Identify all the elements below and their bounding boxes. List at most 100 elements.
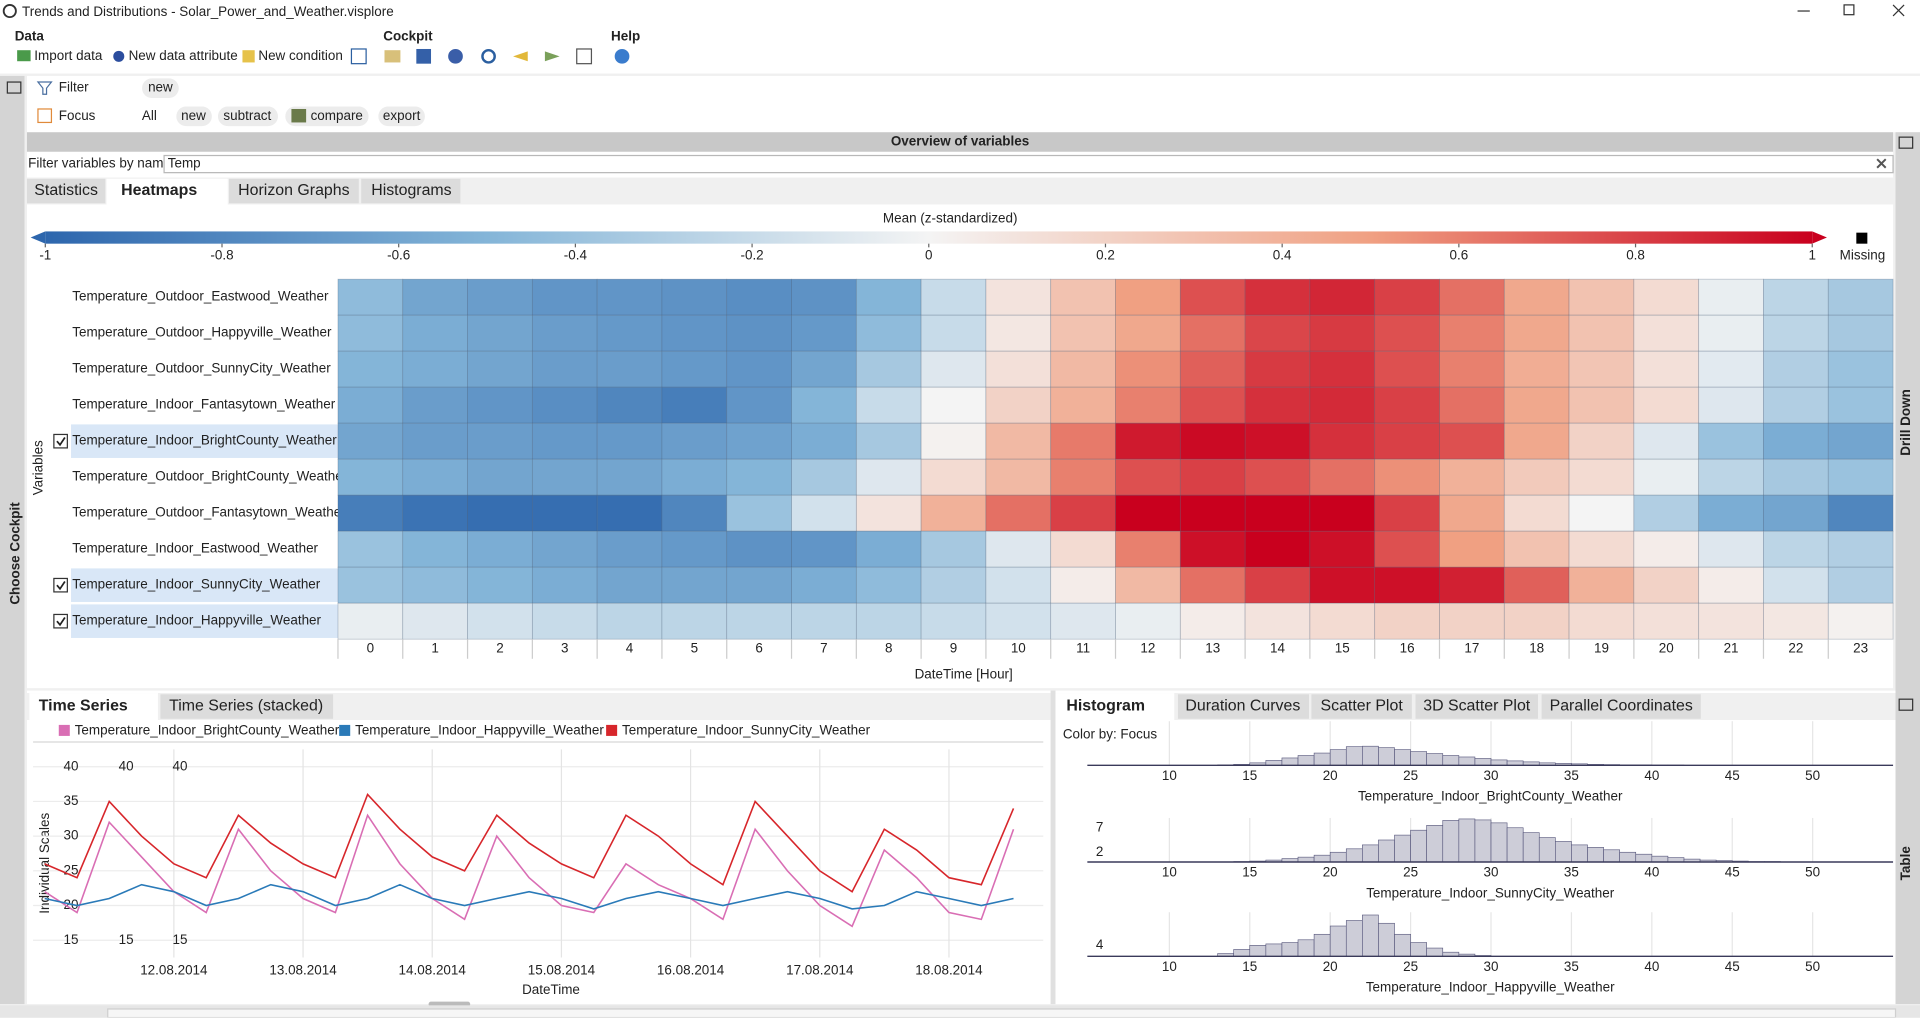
button[interactable] <box>142 78 179 98</box>
toolbar-button[interactable]: New condition <box>258 48 343 63</box>
heatmap-cell <box>337 314 404 352</box>
heatmap-cell <box>1374 314 1440 352</box>
tab-label[interactable]: Heatmaps <box>121 182 197 199</box>
restore[interactable] <box>1843 4 1855 16</box>
scrollbar[interactable] <box>107 1008 1897 1018</box>
icon[interactable] <box>384 50 401 63</box>
checkbox[interactable] <box>53 433 68 449</box>
side-panel-label[interactable]: Choose Cockpit <box>7 502 22 605</box>
heatmap-cell <box>920 566 987 604</box>
tab[interactable] <box>1415 694 1538 719</box>
heatmap-cell <box>661 422 728 460</box>
filter-value[interactable]: Temp <box>168 156 201 171</box>
histogram-bar <box>1313 752 1331 766</box>
y-tick-label: 15 <box>64 932 79 947</box>
toolbar-button[interactable]: New data attribute <box>129 48 238 63</box>
heatmap-cell <box>402 566 468 604</box>
x-tick-label: 16.08.2014 <box>657 963 725 978</box>
button-label[interactable]: All <box>142 108 157 123</box>
clear-button[interactable] <box>1876 158 1887 169</box>
tab-active[interactable] <box>106 178 228 205</box>
icon[interactable] <box>481 48 496 64</box>
heatmap-cell <box>1439 458 1505 496</box>
tab-label[interactable]: Histograms <box>371 182 451 199</box>
tab[interactable] <box>1177 694 1309 719</box>
icon[interactable] <box>513 51 528 62</box>
missing-label: Missing <box>1840 247 1886 262</box>
filter-input[interactable] <box>163 154 1894 174</box>
series-line <box>44 792 1015 893</box>
heatmap-cell <box>1050 494 1116 532</box>
heatmap-cell <box>1050 566 1116 604</box>
tab-label[interactable]: Time Series (stacked) <box>169 698 323 715</box>
button-label[interactable]: new <box>181 108 206 123</box>
close[interactable] <box>1892 4 1905 17</box>
checkbox[interactable] <box>53 577 68 593</box>
row-label: Temperature_Indoor_Happyville_Weather <box>72 613 321 628</box>
toolbar-button[interactable]: Import data <box>34 48 103 63</box>
checkbox[interactable] <box>53 613 68 629</box>
x-tick-label: 30 <box>1484 768 1499 783</box>
x-tick-label: 50 <box>1805 768 1820 783</box>
heatmap-cell <box>1698 350 1764 388</box>
side-panel-label[interactable]: Table <box>1898 846 1913 881</box>
side-panel[interactable] <box>1895 132 1920 1005</box>
panel-icon[interactable] <box>1898 136 1914 149</box>
checkmark <box>56 617 66 627</box>
row-label: Temperature_Outdoor_Eastwood_Weather <box>72 289 329 304</box>
side-panel[interactable] <box>0 75 25 1005</box>
tab[interactable] <box>160 694 334 719</box>
heatmap-cell <box>1115 566 1181 604</box>
icon[interactable] <box>614 48 630 64</box>
panel-icon[interactable] <box>6 81 22 94</box>
panel-icon[interactable] <box>1898 698 1914 711</box>
tab-label[interactable]: Time Series <box>39 698 128 715</box>
tab-label[interactable]: Parallel Coordinates <box>1550 698 1693 715</box>
x-tick-label: 14.08.2014 <box>399 963 467 978</box>
heatmap-cell <box>985 350 1052 388</box>
tab[interactable] <box>228 178 359 204</box>
heatmap-cell <box>1763 530 1829 568</box>
button[interactable] <box>217 106 278 127</box>
tab[interactable] <box>361 178 461 204</box>
button-label[interactable]: export <box>383 108 421 123</box>
icon[interactable] <box>448 48 463 64</box>
tab-label[interactable]: Histogram <box>1066 698 1145 715</box>
tab-label[interactable]: Duration Curves <box>1185 698 1300 715</box>
tab-label[interactable]: Statistics <box>34 182 98 199</box>
toolbar-group: Help <box>611 28 640 43</box>
heatmap-cell <box>1698 386 1764 424</box>
button-label[interactable]: subtract <box>223 108 271 123</box>
button-label[interactable]: new <box>148 80 173 95</box>
tab[interactable] <box>1311 694 1412 719</box>
tab-label[interactable]: 3D Scatter Plot <box>1423 698 1531 715</box>
legend-label: Temperature_Indoor_BrightCounty_Weather <box>75 723 340 738</box>
x-tick-label: 25 <box>1403 768 1418 783</box>
icon[interactable] <box>544 51 560 62</box>
side-panel-label[interactable]: Drill Down <box>1898 389 1913 456</box>
button-label[interactable]: compare <box>311 108 363 123</box>
tab[interactable] <box>26 178 106 204</box>
tab-label[interactable]: Horizon Graphs <box>238 182 349 199</box>
x-tick-label: 40 <box>1644 959 1659 974</box>
tab-label[interactable]: Scatter Plot <box>1321 698 1404 715</box>
filter-label: Filter <box>59 80 89 95</box>
icon[interactable] <box>576 48 593 65</box>
histogram-bar <box>1329 749 1347 766</box>
tab-active[interactable] <box>29 693 158 721</box>
icon[interactable] <box>350 48 367 65</box>
icon[interactable] <box>416 48 432 64</box>
heatmap-cell <box>661 386 728 424</box>
x-tick-label: 20 <box>1323 959 1338 974</box>
button[interactable] <box>378 106 425 127</box>
colorbar-tick-label: -0.8 <box>210 247 233 262</box>
y-tick-label: 40 <box>119 758 134 773</box>
tab-active[interactable] <box>1055 693 1175 721</box>
button[interactable] <box>176 106 212 127</box>
splitter[interactable] <box>1050 690 1056 1005</box>
tab[interactable] <box>1541 694 1701 719</box>
row-label: Temperature_Indoor_SunnyCity_Weather <box>72 577 321 592</box>
heatmap-cell <box>1568 350 1635 388</box>
row-label: Temperature_Indoor_BrightCounty_Weather <box>72 433 337 448</box>
heatmap-cell <box>1763 494 1829 532</box>
